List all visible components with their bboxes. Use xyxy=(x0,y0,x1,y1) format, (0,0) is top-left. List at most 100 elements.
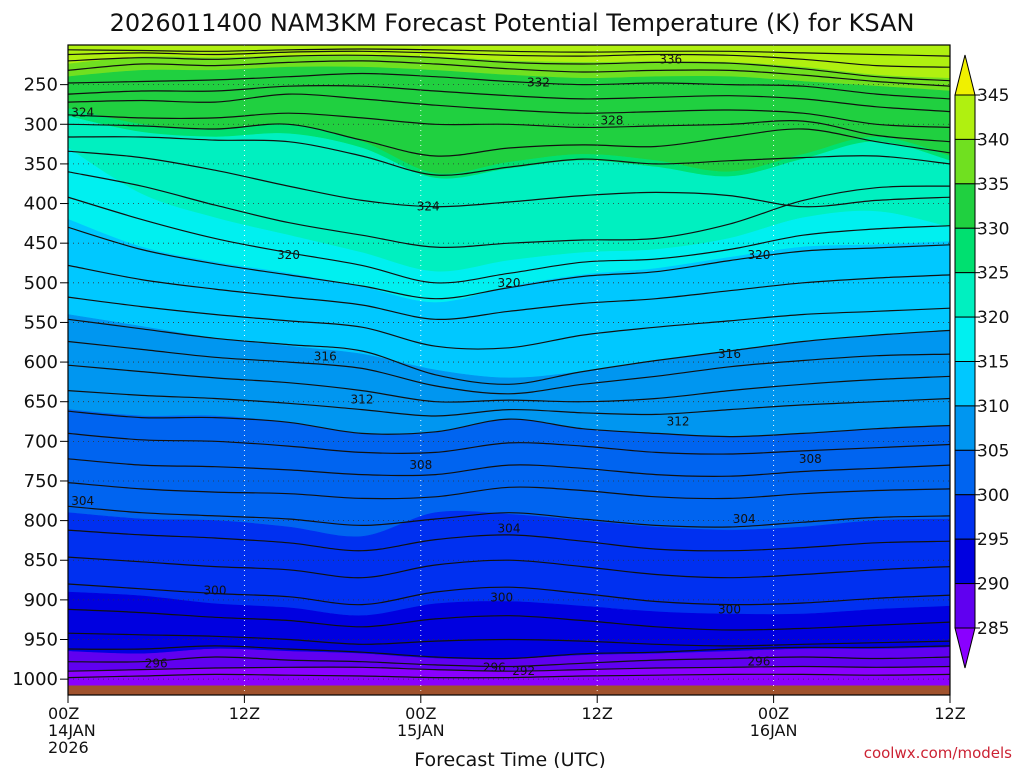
contour-line-3 xyxy=(68,60,950,87)
terrain-ground-layer xyxy=(68,685,950,695)
colorbar-segment xyxy=(954,227,976,274)
contour-label: 324 xyxy=(417,200,440,214)
colorbar-segment xyxy=(954,538,976,585)
contour-line-23 xyxy=(68,482,950,500)
contour-line-19 xyxy=(68,390,950,417)
contour-label: 300 xyxy=(718,602,741,616)
contour-line-10 xyxy=(68,150,950,208)
y-tick-label: 950 xyxy=(24,630,58,651)
contour-line-24 xyxy=(68,505,950,528)
contour-label: 300 xyxy=(204,583,227,597)
colorbar-label: 305 xyxy=(977,441,1009,461)
contour-line-8 xyxy=(68,123,950,157)
contour-line-22 xyxy=(68,458,950,477)
colorbar-label: 300 xyxy=(977,486,1009,506)
plot-frame xyxy=(67,44,951,696)
contour-line-0 xyxy=(68,48,950,57)
colorbar-label: 285 xyxy=(977,619,1009,639)
contour-line-9 xyxy=(68,136,950,176)
colorbar-segment xyxy=(954,449,976,496)
contour-label: 316 xyxy=(718,347,741,361)
contour-line-14 xyxy=(68,264,950,320)
contour-label: 324 xyxy=(71,105,94,119)
contour-label: 320 xyxy=(277,248,300,262)
contour-label: 320 xyxy=(498,276,521,290)
contour-line-33 xyxy=(68,673,950,679)
colorbar: 345 340 335 330 325 320 315 310 305 300 295 290 285 xyxy=(954,54,1009,669)
contour-line-26 xyxy=(68,556,950,579)
contour-line-11 xyxy=(68,171,950,248)
contour-label: 292 xyxy=(512,664,535,678)
y-tick-label: 800 xyxy=(24,511,58,532)
contour-line-28 xyxy=(68,608,950,631)
contour-line-6 xyxy=(68,93,950,128)
contour-line-25 xyxy=(68,529,950,552)
color-fill-bands xyxy=(68,45,950,686)
y-tick-label: 550 xyxy=(24,312,58,333)
contour-line-7 xyxy=(68,112,950,143)
x-tick-label: 2026 xyxy=(48,738,89,757)
x-tick-label: 00Z xyxy=(48,704,79,723)
contour-label: 304 xyxy=(498,522,521,536)
contour-labels: 336 332 328 324 324 320 320 320 316 316 312 312 308 3… xyxy=(71,52,822,678)
contour-line-17 xyxy=(68,340,950,395)
colorbar-segment xyxy=(954,494,976,540)
y-tick-label: 300 xyxy=(24,114,58,135)
y-tick-label: 250 xyxy=(24,75,58,96)
y-tick-label: 500 xyxy=(24,273,58,294)
contour-label: 328 xyxy=(600,113,623,127)
chart-title: 2026011400 NAM3KM Forecast Potential Tem… xyxy=(110,9,915,37)
colorbar-label: 325 xyxy=(977,264,1009,284)
contour-line-16 xyxy=(68,318,950,385)
x-tick-label: 12Z xyxy=(229,704,260,723)
colorbar-label: 290 xyxy=(977,575,1009,595)
y-tick-label: 900 xyxy=(24,590,58,611)
watermark: coolwx.com/models xyxy=(864,744,1012,762)
contour-label: 300 xyxy=(490,591,513,605)
y-tick-label: 400 xyxy=(24,194,58,215)
contour-line-20 xyxy=(68,410,950,438)
contour-line-5 xyxy=(68,85,950,113)
colorbar-cap-bottom xyxy=(954,627,976,669)
contour-line-30 xyxy=(68,645,950,660)
colorbar-label: 330 xyxy=(977,219,1009,239)
contour-line-21 xyxy=(68,432,950,455)
contour-line-13 xyxy=(68,226,950,300)
colorbar-segment xyxy=(954,361,976,407)
colorbar-label: 345 xyxy=(977,86,1009,106)
colorbar-label: 340 xyxy=(977,130,1009,150)
contour-label: 296 xyxy=(483,660,506,674)
contour-label: 332 xyxy=(527,75,550,89)
contour-line-27 xyxy=(68,583,950,606)
x-tick-label: 16JAN xyxy=(750,721,798,740)
contour-line-1 xyxy=(68,50,950,68)
contour-line-32 xyxy=(68,665,950,672)
colorbar-label: 310 xyxy=(977,397,1009,417)
contour-label: 296 xyxy=(747,655,770,669)
colorbar-label: 335 xyxy=(977,175,1009,195)
y-tick-label: 750 xyxy=(24,471,58,492)
colorbar-label: 315 xyxy=(977,353,1009,373)
contour-label: 304 xyxy=(733,512,756,526)
contour-label: 316 xyxy=(314,350,337,364)
contour-label: 304 xyxy=(71,494,94,508)
colorbar-segment xyxy=(954,94,976,140)
colorbar-segment xyxy=(954,138,976,185)
x-axis-label: Forecast Time (UTC) xyxy=(414,749,605,768)
contour-label: 308 xyxy=(799,452,822,466)
y-tick-label: 350 xyxy=(24,154,58,175)
y-tick-label: 1000 xyxy=(12,669,58,690)
colorbar-cap-top xyxy=(954,54,976,96)
colorbar-label: 320 xyxy=(977,308,1009,328)
x-tick-label: 15JAN xyxy=(397,721,445,740)
colorbar-segment xyxy=(954,272,976,318)
terrain-ground xyxy=(68,685,950,695)
x-tick-label: 00Z xyxy=(405,704,436,723)
contour-label: 320 xyxy=(747,248,770,262)
y-tick-label: 850 xyxy=(24,550,58,571)
x-tick-label: 12Z xyxy=(582,704,613,723)
colorbar-segment xyxy=(954,405,976,451)
